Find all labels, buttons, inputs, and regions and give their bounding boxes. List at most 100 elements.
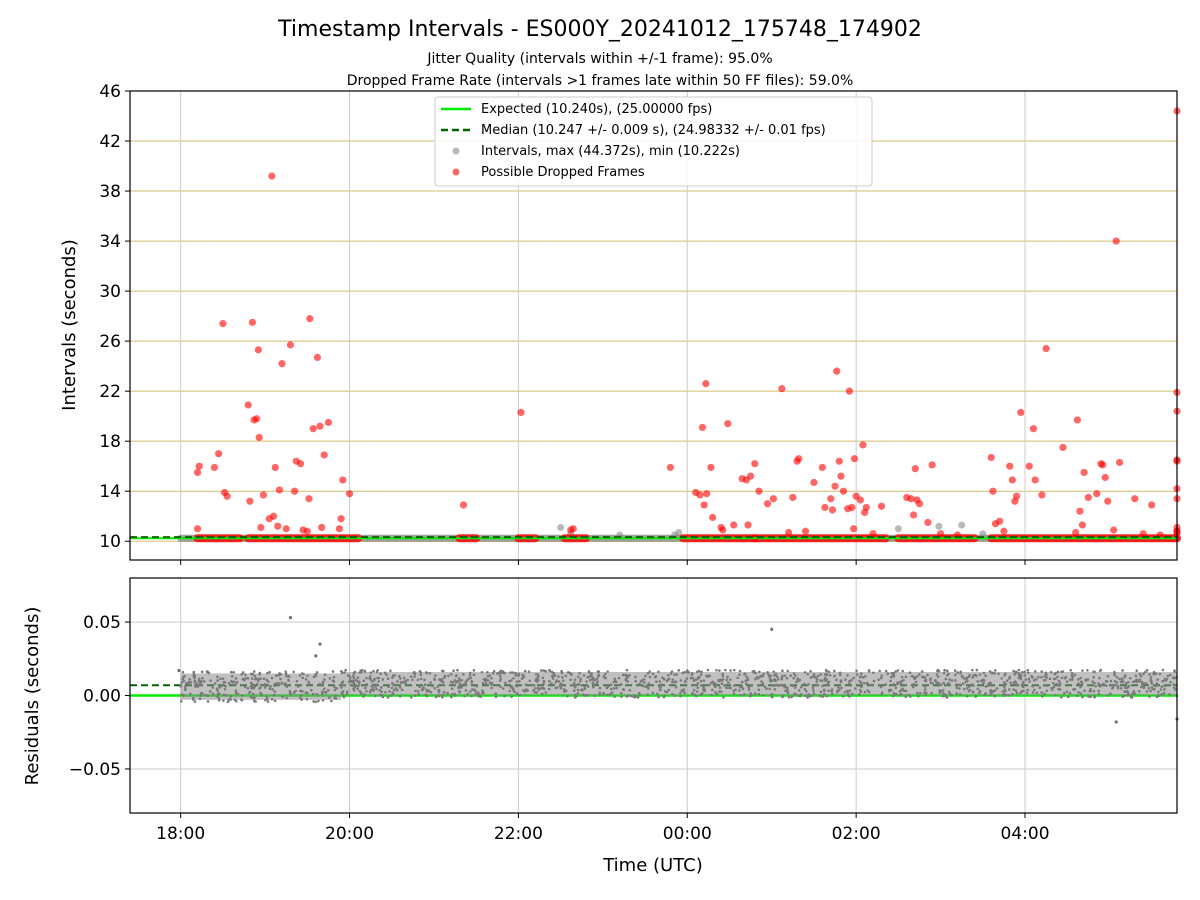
residual-point	[517, 674, 520, 677]
residual-point	[1038, 686, 1042, 690]
dropped-frame-point	[268, 172, 276, 180]
residual-point	[1031, 691, 1035, 694]
residual-outlier-point	[318, 642, 322, 646]
residual-point	[345, 690, 349, 694]
residual-point	[232, 671, 235, 674]
residual-point	[464, 680, 468, 684]
residual-point	[264, 682, 267, 686]
residual-point	[349, 679, 353, 683]
residual-point	[1065, 680, 1069, 683]
residual-point	[966, 686, 969, 690]
residual-point	[1094, 684, 1097, 688]
residual-point	[413, 675, 416, 678]
dropped-frame-point	[789, 493, 797, 502]
residual-point	[411, 678, 414, 682]
dropped-frame-point	[698, 423, 707, 432]
residual-point	[206, 700, 210, 703]
residual-point	[803, 671, 807, 674]
residual-point	[353, 685, 357, 689]
residual-point	[578, 671, 581, 675]
residual-point	[671, 692, 674, 696]
residual-point	[894, 670, 897, 673]
residual-point	[679, 694, 682, 698]
residual-point	[340, 669, 343, 673]
residual-point	[419, 677, 423, 681]
residual-point	[1171, 676, 1175, 679]
residual-point	[947, 672, 950, 676]
residual-point	[229, 698, 232, 701]
dropped-frame-point	[1093, 490, 1101, 498]
dropped-frame-point	[1017, 408, 1025, 417]
residual-point	[654, 680, 658, 683]
residual-point	[621, 687, 625, 691]
residual-point	[884, 683, 888, 686]
residual-point	[698, 676, 701, 679]
residual-point	[331, 679, 335, 683]
residual-point	[373, 694, 377, 698]
residual-point	[235, 680, 239, 684]
residual-point	[644, 674, 647, 678]
residual-point	[1033, 688, 1036, 692]
residual-point	[264, 698, 267, 702]
residual-point	[1134, 674, 1138, 678]
residual-point	[1022, 689, 1025, 693]
residual-point	[892, 683, 896, 686]
residual-point	[809, 669, 812, 673]
residual-point	[372, 683, 376, 686]
legend-intervals-label: Intervals, max (44.372s), min (10.222s)	[481, 144, 740, 159]
residual-point	[1123, 675, 1126, 679]
residual-point	[391, 676, 394, 679]
residual-point	[1116, 686, 1120, 690]
residual-point	[536, 675, 540, 679]
residual-point	[260, 693, 263, 696]
residual-point	[736, 676, 740, 680]
residual-point	[356, 680, 359, 683]
residual-point	[204, 693, 207, 697]
residual-point	[514, 673, 517, 677]
residual-point	[1043, 692, 1046, 696]
residual-point	[1040, 695, 1044, 698]
residual-point	[296, 685, 300, 688]
residual-point	[573, 684, 577, 688]
dropped-frame-point	[928, 461, 936, 469]
residual-point	[328, 696, 331, 699]
residual-point	[665, 679, 669, 683]
residual-point	[890, 671, 894, 675]
residual-point	[593, 678, 597, 682]
residual-point	[270, 676, 274, 680]
residual-point	[302, 672, 305, 676]
residual-point	[433, 686, 437, 690]
residual-point	[347, 674, 351, 677]
residual-point	[437, 694, 441, 698]
residual-point	[542, 669, 545, 672]
residual-point	[450, 687, 454, 690]
residual-point	[1126, 685, 1130, 689]
residual-point	[511, 687, 515, 690]
residuals-y-tick-label: 0.05	[83, 613, 121, 633]
residual-point	[463, 694, 466, 698]
residual-point	[935, 673, 939, 676]
residual-point	[278, 683, 281, 686]
residual-point	[462, 672, 465, 676]
residual-point	[1169, 680, 1172, 684]
residual-point	[471, 688, 474, 691]
residual-point	[784, 685, 787, 688]
residual-point	[510, 695, 513, 699]
residual-point	[827, 689, 831, 693]
residual-point	[372, 669, 375, 673]
residual-point	[375, 687, 378, 691]
dropped-frame-point	[195, 462, 203, 470]
residual-point	[250, 677, 254, 680]
residual-point	[1092, 689, 1096, 693]
residual-point	[224, 685, 227, 688]
residual-point	[1069, 668, 1073, 672]
residual-point	[399, 680, 403, 684]
residual-point	[863, 690, 867, 694]
dropped-frame-point	[1006, 462, 1014, 470]
intervals-y-tick-label: 18	[99, 432, 121, 452]
residual-point	[990, 691, 993, 695]
dropped-frame-point	[850, 455, 859, 463]
residual-point	[626, 680, 630, 683]
residual-point	[1113, 680, 1117, 683]
residual-point	[686, 669, 689, 672]
